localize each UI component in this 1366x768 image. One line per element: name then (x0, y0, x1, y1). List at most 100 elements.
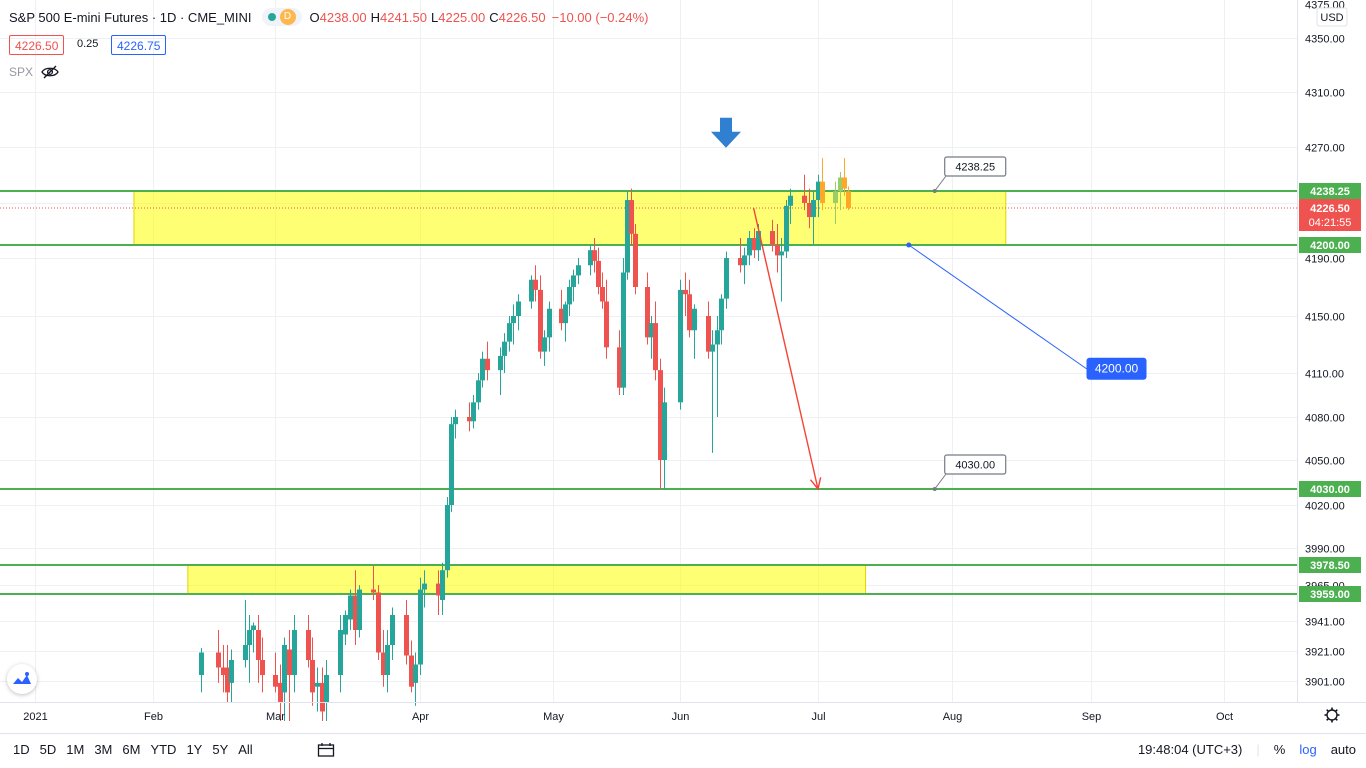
candle-body (649, 323, 654, 338)
candle (811, 191, 816, 245)
level-price-badge[interactable] (1299, 586, 1361, 602)
callout-label: 4200.00 (1095, 362, 1139, 376)
price-axis-background (1297, 0, 1366, 702)
candle (282, 637, 287, 721)
candle (371, 565, 376, 600)
candle (471, 395, 476, 429)
percent-toggle[interactable]: % (1273, 742, 1286, 757)
last-price-badge[interactable] (1299, 199, 1361, 231)
candle (357, 585, 362, 638)
candle (278, 664, 283, 721)
candle-body (338, 630, 343, 675)
range-button-3m[interactable]: 3M (94, 742, 113, 757)
y-tick-label: 4110.00 (1305, 369, 1344, 381)
y-tick-label: 4050.00 (1305, 456, 1345, 468)
arrow-down-marker-icon[interactable] (711, 117, 741, 148)
last-price-label: 4226.50 (1310, 203, 1350, 215)
candle-body (243, 645, 248, 660)
range-button-5d[interactable]: 5D (39, 742, 57, 757)
candle-body (621, 272, 626, 388)
candle (710, 330, 715, 453)
projection-arrow-line[interactable] (752, 207, 819, 490)
candle-body (588, 250, 593, 266)
range-button-1d[interactable]: 1D (13, 742, 30, 757)
market-status-icon (267, 13, 276, 21)
y-tick-label: 4270.00 (1305, 143, 1345, 155)
log-toggle[interactable]: log (1299, 742, 1317, 757)
range-button-1y[interactable]: 1Y (186, 742, 203, 757)
clock[interactable]: 19:48:04 (UTC+3) (1137, 742, 1243, 757)
candle (567, 279, 572, 316)
candle-body (719, 298, 724, 331)
candle (633, 224, 638, 295)
candle-body (567, 287, 572, 305)
candle-body (507, 323, 512, 342)
callout-box-blue[interactable] (1086, 357, 1147, 380)
candle (445, 497, 450, 578)
range-button-ytd[interactable]: YTD (150, 742, 177, 757)
candle-body (617, 347, 622, 388)
compare-symbol[interactable]: SPX (9, 65, 34, 79)
candle-body (306, 630, 311, 660)
eye-crossed-icon[interactable] (41, 65, 59, 79)
tradingview-logo-icon[interactable] (7, 664, 37, 694)
candle (467, 402, 472, 432)
candle (216, 630, 221, 683)
price-zone[interactable] (133, 190, 1007, 246)
level-price-badge[interactable] (1299, 557, 1361, 573)
y-tick-label: 4080.00 (1305, 413, 1345, 425)
candle-body (724, 258, 729, 299)
candle (559, 289, 564, 331)
range-button-5y[interactable]: 5Y (212, 742, 229, 757)
candle-body (662, 402, 667, 460)
symbol-title[interactable]: S&P 500 E-mini Futures · 1D · CME_MINI (9, 9, 252, 25)
y-tick-label: 4310.00 (1305, 88, 1345, 100)
buy-price-button[interactable]: 4226.75 (111, 35, 167, 55)
candle (838, 171, 843, 211)
range-button-1m[interactable]: 1M (66, 742, 85, 757)
settings-gear-icon[interactable] (1324, 707, 1340, 723)
candle (225, 645, 230, 702)
candle (846, 186, 851, 211)
chart-drawings[interactable]: 4238.25 4030.00 4200.00 (711, 117, 1147, 491)
auto-toggle[interactable]: auto (1330, 742, 1356, 757)
candle (485, 341, 490, 381)
candle-body (221, 667, 226, 675)
candle-body (199, 652, 204, 675)
candle-body (381, 652, 386, 675)
level-price-label: 4238.25 (1310, 186, 1350, 198)
candle-body (247, 630, 252, 645)
sell-price-button[interactable]: 4226.50 (9, 35, 65, 55)
price-axis[interactable]: 4375.004350.004310.004270.004230.004190.… (1297, 0, 1366, 702)
callout-box[interactable] (944, 156, 1007, 177)
status-dots: D (261, 8, 302, 26)
date-range-icon[interactable] (317, 742, 335, 758)
candle-body (418, 589, 423, 665)
candle-body (315, 682, 320, 687)
candle-body (404, 615, 409, 656)
candle-body (756, 231, 761, 251)
candle-body (592, 250, 597, 261)
open-value: 4238.00 (319, 9, 367, 25)
level-price-badge[interactable] (1299, 183, 1361, 199)
candle-body (390, 615, 395, 645)
time-axis[interactable]: 2021 Feb Mar Apr May Jun Jul Aug Sep Oct (0, 702, 1366, 724)
range-button-6m[interactable]: 6M (122, 742, 141, 757)
level-price-badge[interactable] (1299, 481, 1361, 497)
callout-anchor (932, 189, 937, 193)
range-button-all[interactable]: All (238, 742, 253, 757)
x-tick-label: Jun (672, 711, 690, 723)
candle-body (687, 294, 692, 331)
open-label: O (309, 9, 320, 25)
candle (413, 652, 418, 706)
callout-label: 4238.25 (955, 162, 995, 174)
price-zone[interactable] (187, 564, 867, 595)
level-price-label: 3978.50 (1310, 560, 1350, 572)
y-tick-label: 3990.00 (1305, 544, 1345, 556)
currency-badge[interactable] (1316, 7, 1348, 27)
candle (343, 610, 348, 645)
level-price-badge[interactable] (1299, 237, 1361, 253)
callout-box[interactable] (944, 454, 1007, 475)
candle-body (343, 615, 348, 635)
